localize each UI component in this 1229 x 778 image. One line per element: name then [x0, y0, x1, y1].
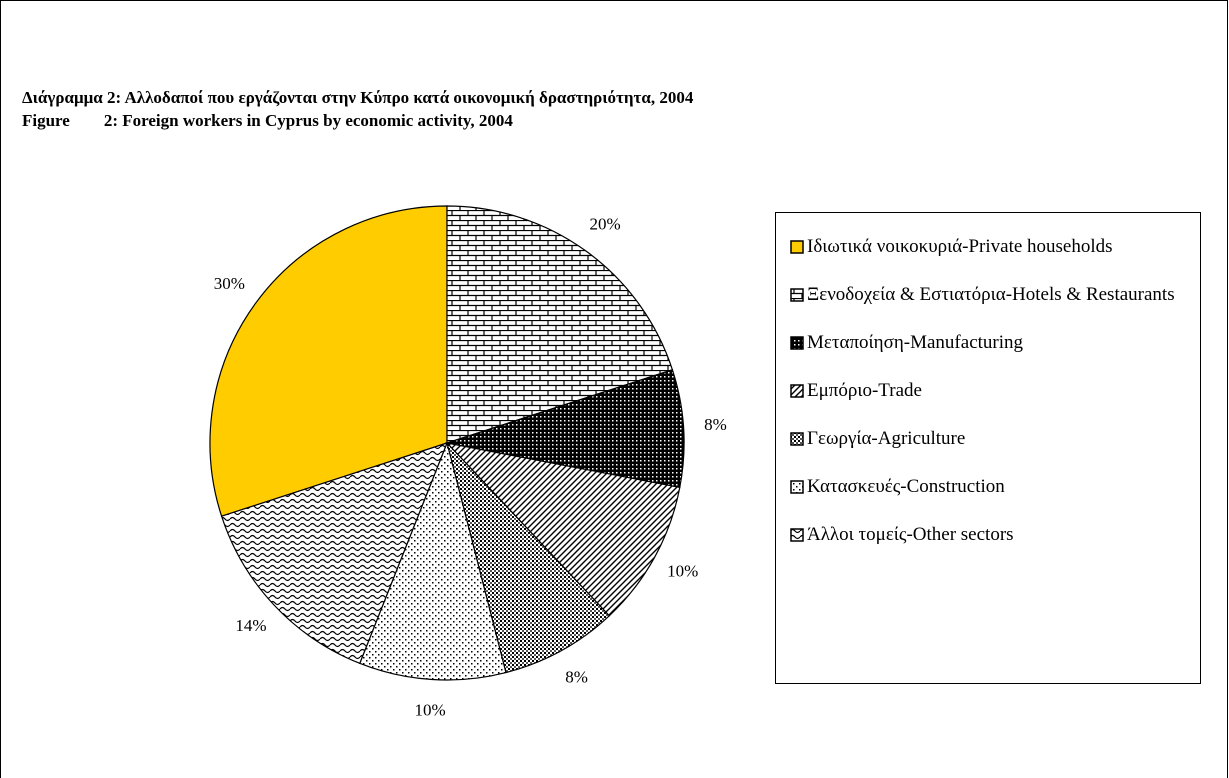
chart-title: Διάγραμμα 2: Αλλοδαποί που εργάζονται στ… [22, 88, 694, 107]
legend-swatch [790, 528, 804, 542]
legend-label: Άλλοι τομείς-Other sectors [807, 524, 1014, 545]
pie-slice [358, 441, 507, 681]
legend-label: Ξενοδοχεία & Εστιατόρια-Hotels & Restaur… [807, 284, 1175, 305]
pie-slice [446, 369, 685, 489]
slice-label: 20% [590, 214, 621, 233]
legend-swatch [790, 432, 804, 446]
legend-label: Μεταποίηση-Manufacturing [807, 332, 1024, 353]
legend-swatch [790, 336, 804, 350]
slice-label: 30% [214, 274, 245, 293]
slice-label: 8% [704, 415, 727, 434]
legend-swatch [790, 384, 804, 398]
legend-label: Κατασκευές-Construction [807, 476, 1005, 497]
chart-subtitle: Figure 2: Foreign workers in Cyprus by e… [22, 111, 513, 130]
legend-label: Ιδιωτικά νοικοκυριά-Private households [807, 236, 1113, 257]
slice-label: 10% [667, 561, 698, 580]
pie-slice [446, 205, 674, 444]
slice-label: 8% [565, 668, 588, 687]
pie-slice [445, 442, 681, 617]
swatch [790, 528, 804, 542]
pie-slice [209, 205, 448, 517]
legend-item: Εμπόριο-Trade [790, 379, 1192, 403]
legend-item: Γεωργία-Agriculture [790, 427, 1192, 451]
slice-label: 10% [415, 700, 446, 719]
legend-swatch [790, 288, 804, 302]
pie-slice [220, 442, 449, 665]
swatch [790, 240, 804, 254]
slice-label: 14% [235, 616, 266, 635]
legend-item: Ιδιωτικά νοικοκυριά-Private households [790, 235, 1192, 259]
swatch [790, 288, 804, 302]
legend-swatch [790, 480, 804, 494]
swatch [790, 432, 804, 446]
legend: Ιδιωτικά νοικοκυριά-Private households Ξε… [775, 212, 1201, 684]
legend-item: Κατασκευές-Construction [790, 475, 1192, 499]
legend-item: Άλλοι τομείς-Other sectors [790, 523, 1192, 547]
legend-label: Εμπόριο-Trade [807, 380, 922, 401]
legend-swatch [790, 240, 804, 254]
swatch [790, 384, 804, 398]
pie-slice [446, 442, 611, 674]
legend-item: Μεταποίηση-Manufacturing [790, 331, 1192, 355]
legend-item: Ξενοδοχεία & Εστιατόρια-Hotels & Restaur… [790, 283, 1192, 307]
swatch [790, 336, 804, 350]
swatch [790, 480, 804, 494]
legend-label: Γεωργία-Agriculture [807, 428, 966, 449]
